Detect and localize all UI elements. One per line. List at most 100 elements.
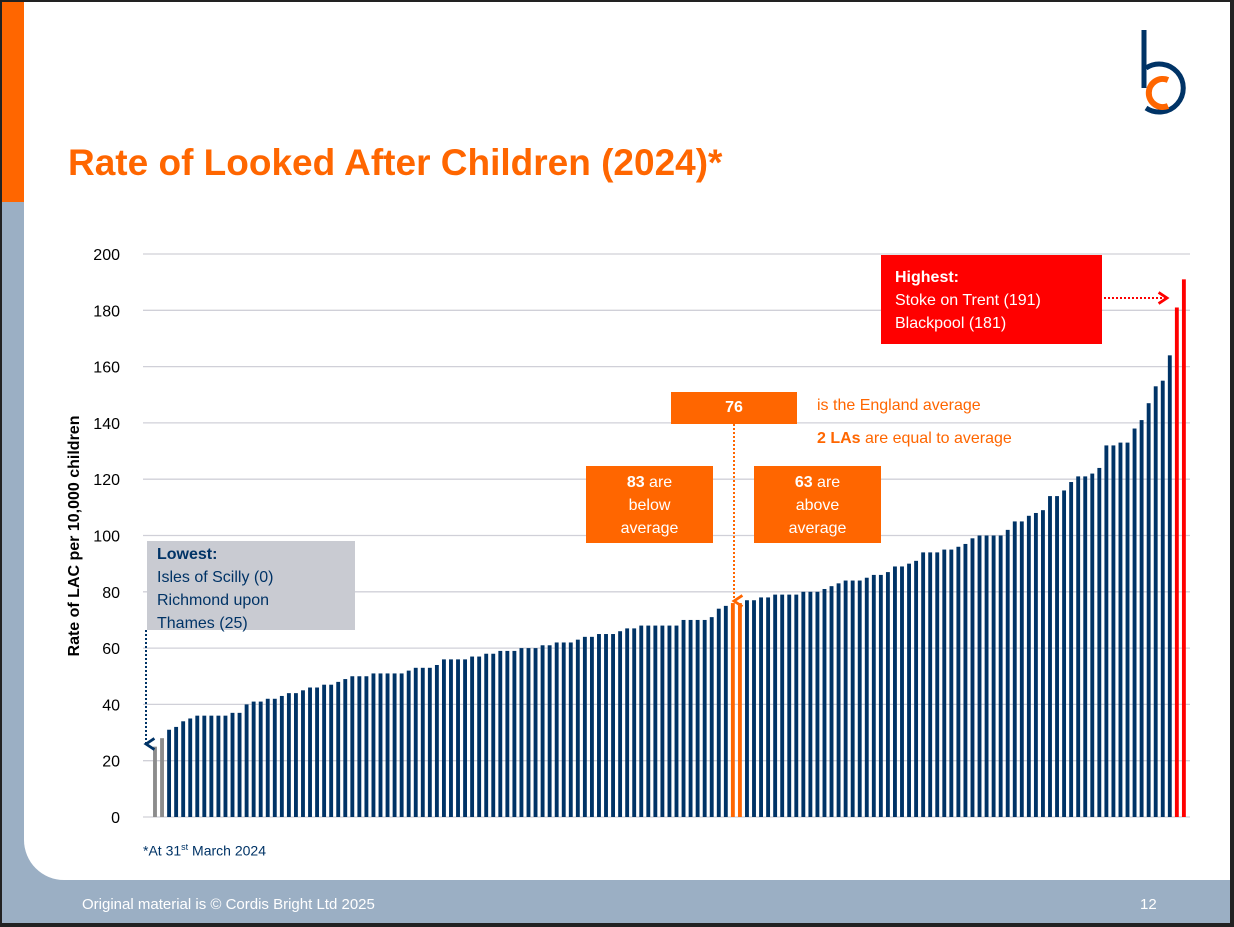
bar <box>787 594 792 817</box>
bar <box>801 591 806 817</box>
bar <box>1153 386 1158 817</box>
bar <box>1104 445 1109 817</box>
bar <box>1181 279 1186 818</box>
bar <box>371 673 376 817</box>
y-tick-label: 20 <box>102 754 120 771</box>
bar <box>632 628 637 817</box>
bar <box>230 712 235 817</box>
bar <box>484 653 489 817</box>
bar <box>956 546 961 817</box>
bar <box>667 625 672 817</box>
bar <box>1132 428 1137 817</box>
bar <box>942 549 947 817</box>
bar <box>1090 473 1095 817</box>
bar <box>519 648 524 817</box>
bar <box>1026 515 1031 817</box>
bar <box>251 701 256 817</box>
bar <box>660 625 665 817</box>
bar <box>597 634 601 817</box>
bar <box>815 591 820 817</box>
bar <box>441 659 446 817</box>
bar <box>336 681 341 817</box>
bar <box>773 594 778 817</box>
bar <box>293 693 298 817</box>
highest-line: Stoke on Trent (191) <box>895 292 1041 309</box>
above-average-callout: 63 are above average <box>754 466 881 543</box>
bar <box>752 600 756 817</box>
bar <box>1125 442 1130 817</box>
average-text: is the England average <box>817 397 981 414</box>
above-label: above <box>795 497 840 514</box>
highest-title: Highest: <box>895 269 959 286</box>
bar <box>1012 521 1017 817</box>
bar <box>272 698 277 817</box>
highest-callout: Highest: Stoke on Trent (191) Blackpool … <box>881 255 1102 344</box>
y-tick-label: 120 <box>93 472 120 489</box>
bar <box>1146 403 1151 817</box>
bar <box>780 594 785 817</box>
equal-average-text: 2 LAs are equal to average <box>817 427 1012 450</box>
bar <box>1118 442 1123 817</box>
above-count: 63 <box>794 474 813 491</box>
lowest-line: Isles of Scilly (0) <box>157 569 274 586</box>
bar <box>836 583 841 817</box>
bar <box>878 574 883 817</box>
bar <box>209 715 214 817</box>
bar <box>216 715 221 817</box>
y-tick-label: 160 <box>93 360 120 377</box>
bar <box>279 695 284 817</box>
bar <box>688 619 693 817</box>
below-count: 83 <box>626 474 645 491</box>
bar <box>237 712 242 817</box>
bar <box>554 642 559 817</box>
bar <box>829 586 834 817</box>
footnote-sup: st <box>181 842 189 852</box>
equal-count: 2 LAs <box>817 430 861 447</box>
bar <box>188 718 193 817</box>
bar <box>1174 307 1179 817</box>
bar <box>1005 529 1010 817</box>
bar <box>1019 521 1024 817</box>
bar <box>265 698 270 817</box>
below-label: below <box>628 497 671 514</box>
bar <box>343 679 348 817</box>
bar <box>984 535 989 817</box>
bar <box>1055 496 1059 817</box>
bar <box>456 659 460 817</box>
page-title: Rate of Looked After Children (2024)* <box>68 142 723 183</box>
bar <box>611 634 615 817</box>
bar <box>808 591 813 817</box>
bar <box>970 538 975 817</box>
bar <box>434 664 439 817</box>
lowest-title: Lowest: <box>157 546 218 563</box>
bar <box>308 687 312 817</box>
bar <box>935 552 940 817</box>
lowest-line: Richmond upon <box>157 592 270 609</box>
bar <box>702 619 707 817</box>
above-label: are <box>812 474 841 491</box>
bar <box>568 642 573 817</box>
bar <box>759 597 763 817</box>
bar <box>477 656 482 817</box>
y-tick-label: 60 <box>102 641 120 658</box>
bar <box>350 676 355 817</box>
bar <box>745 600 749 817</box>
bar <box>413 667 418 817</box>
footnote-text: March 2024 <box>188 842 266 859</box>
bar <box>174 726 179 817</box>
bar <box>646 625 651 817</box>
bar <box>329 684 334 817</box>
bar <box>914 560 919 817</box>
bar <box>385 673 390 817</box>
y-tick-label: 100 <box>93 529 120 546</box>
bar <box>378 673 383 817</box>
bar <box>907 563 911 817</box>
cordis-bright-logo <box>1141 30 1186 115</box>
orange-accent-strip <box>2 2 24 202</box>
bar <box>589 636 594 817</box>
bar <box>470 656 475 817</box>
bar <box>723 605 728 817</box>
equal-label: are equal to average <box>860 430 1012 447</box>
below-label: average <box>620 520 679 537</box>
